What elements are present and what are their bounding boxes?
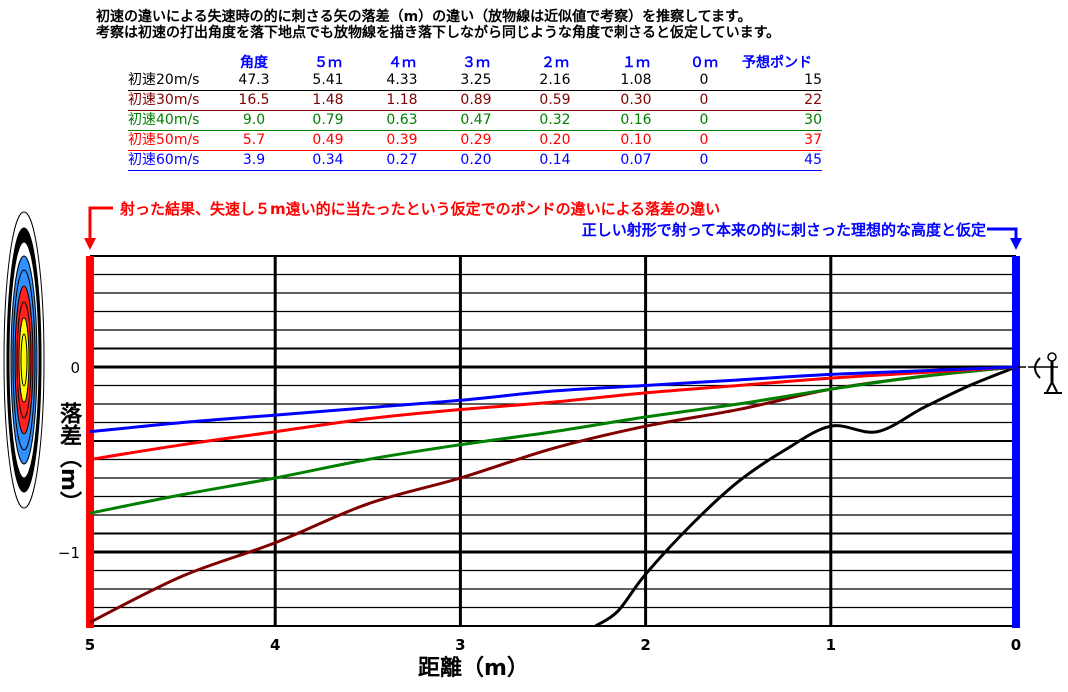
table-cell: 0 — [676, 71, 732, 91]
table-cell: 5.7 — [218, 130, 290, 151]
blue-caption: 正しい射形で射って本来の的に刺さった理想的な高度と仮定 — [581, 221, 986, 239]
x-axis-label: 距離（m） — [418, 656, 529, 681]
row-label: 初速20m/s — [128, 71, 218, 91]
table-cell: 16.5 — [218, 90, 290, 111]
table-cell: 1.18 — [366, 90, 438, 111]
table-cell: 30 — [732, 110, 822, 131]
table-row: 初速20m/s 47.3 5.41 4.33 3.25 2.16 1.08 0 15 — [128, 71, 822, 91]
table-cell: 3.9 — [218, 150, 290, 171]
table-cell: 0.16 — [596, 110, 676, 131]
archery-target-icon — [3, 211, 45, 509]
table-cell: 0.63 — [366, 110, 438, 131]
series-line — [89, 365, 1017, 461]
table-cell: 47.3 — [218, 71, 290, 91]
table-cell: 1.08 — [596, 71, 676, 91]
table-cell: 0.10 — [596, 130, 676, 151]
table-cell: 0.39 — [366, 130, 438, 151]
x-tick-label: 0 — [1011, 636, 1021, 654]
red-bracket — [88, 206, 113, 240]
x-tick-label: 5 — [85, 636, 95, 654]
description-line-2: 考察は初速の打出角度を落下地点でも放物線を描き落下しながら同じような角度で刺さる… — [96, 25, 781, 41]
series-line — [89, 365, 1017, 434]
table-row: 初速60m/s 3.9 0.34 0.27 0.20 0.14 0.07 0 45 — [128, 150, 822, 171]
table-header-pounds: 予想ポンド — [742, 55, 812, 71]
data-table: 角度 ５ｍ ４ｍ ３ｍ ２ｍ １ｍ ０ｍ 予想ポンド 初速20m/s 47.3 5.… — [128, 55, 822, 171]
row-label: 初速60m/s — [128, 150, 218, 171]
table-row: 初速50m/s 5.7 0.49 0.39 0.29 0.20 0.10 0 37 — [128, 130, 822, 151]
table-cell: 4.33 — [366, 71, 438, 91]
table-row: 初速40m/s 9.0 0.79 0.63 0.47 0.32 0.16 0 30 — [128, 110, 822, 131]
description-line-1: 初速の違いによる失速時の的に刺さる矢の落差（m）の違い（放物線は近似値で考察）を… — [96, 9, 752, 25]
y-tick-label: −1 — [58, 544, 80, 562]
y-axis-label: 落差（m） — [56, 402, 81, 513]
table-cell: 5.41 — [290, 71, 366, 91]
table-cell: 9.0 — [218, 110, 290, 131]
red-arrow-icon — [84, 238, 96, 250]
table-header-2m: ２ｍ — [541, 55, 569, 71]
target-ring — [20, 333, 28, 387]
table-cell: 37 — [732, 130, 822, 151]
row-label: 初速40m/s — [128, 110, 218, 131]
chart-annotations — [84, 206, 1022, 250]
table-cell: 0.07 — [596, 150, 676, 171]
table-header-5m: ５ｍ — [314, 55, 342, 71]
blue-arrow-icon — [1010, 238, 1022, 250]
row-label: 初速30m/s — [128, 90, 218, 111]
table-cell: 0.32 — [514, 110, 596, 131]
y-tick-label: 0 — [70, 359, 80, 377]
table-cell: 0 — [676, 130, 732, 151]
table-cell: 0.30 — [596, 90, 676, 111]
table-cell: 0.47 — [438, 110, 514, 131]
table-cell: 22 — [732, 90, 822, 111]
red-caption: 射った結果、失速し５m遠い的に当たったという仮定でのポンドの違いによる落差の違い — [120, 200, 721, 218]
series-line — [89, 365, 1017, 624]
table-cell: 2.16 — [514, 71, 596, 91]
table-cell: 0.59 — [514, 90, 596, 111]
table-cell: 0.20 — [514, 130, 596, 151]
table-header-3m: ３ｍ — [462, 55, 490, 71]
table-cell: 0.14 — [514, 150, 596, 171]
chart-series — [89, 365, 1017, 628]
table-cell: 0.79 — [290, 110, 366, 131]
series-line — [89, 365, 1017, 515]
row-label: 初速50m/s — [128, 130, 218, 151]
table-cell: 0.20 — [438, 150, 514, 171]
x-tick-label: 4 — [270, 636, 280, 654]
x-tick-label: 1 — [826, 636, 836, 654]
series-line — [594, 365, 1017, 628]
chart-grid — [86, 255, 1020, 628]
table-cell: 0.89 — [438, 90, 514, 111]
table-cell: 0 — [676, 110, 732, 131]
table-cell: 3.25 — [438, 71, 514, 91]
table-header-0m: ０ｍ — [690, 55, 718, 71]
x-tick-label: 2 — [640, 636, 650, 654]
table-row: 初速30m/s 16.5 1.48 1.18 0.89 0.59 0.30 0 22 — [128, 90, 822, 111]
table-cell: 0.34 — [290, 150, 366, 171]
table-cell: 0 — [676, 150, 732, 171]
table-header-1m: １ｍ — [622, 55, 650, 71]
x-tick-label: 3 — [455, 636, 465, 654]
blue-bracket — [987, 227, 1018, 240]
chart-ticks: 5 4 3 2 1 0 0 −1 — [58, 359, 1021, 654]
table-cell: 0.29 — [438, 130, 514, 151]
archer-icon — [1018, 352, 1062, 394]
table-cell: 0 — [676, 90, 732, 111]
table-cell: 0.49 — [290, 130, 366, 151]
table-cell: 45 — [732, 150, 822, 171]
table-header-4m: ４ｍ — [388, 55, 416, 71]
table-cell: 0.27 — [366, 150, 438, 171]
table-header-row: 角度 ５ｍ ４ｍ ３ｍ ２ｍ １ｍ ０ｍ 予想ポンド — [128, 55, 822, 71]
table-header-angle: 角度 — [240, 55, 268, 71]
table-cell: 1.48 — [290, 90, 366, 111]
table-cell: 15 — [732, 71, 822, 91]
